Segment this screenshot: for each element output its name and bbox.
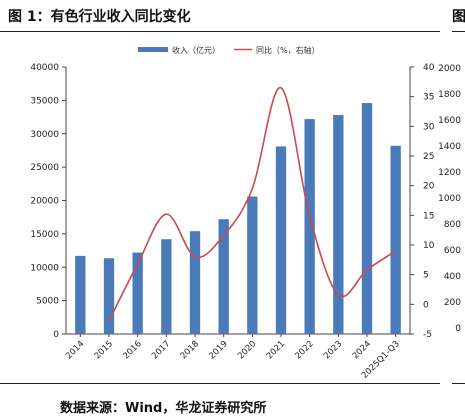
- data-source-note: 数据来源：Wind，华龙证券研究所: [60, 397, 266, 416]
- right-tick-label: 20: [423, 182, 435, 192]
- revenue-bar: [161, 239, 172, 334]
- clipped-axis-tick-label: 1200: [438, 168, 461, 178]
- left-tick-label: 20000: [30, 197, 59, 207]
- x-tick-label: 2015: [93, 339, 115, 361]
- clipped-axis-tick-label: 600: [444, 246, 461, 256]
- x-tick-label: 2019: [207, 339, 229, 361]
- x-tick-label: 2018: [179, 339, 201, 361]
- revenue-bar: [132, 252, 143, 334]
- left-tick-label: 0: [53, 330, 59, 340]
- revenue-bar: [189, 231, 201, 334]
- data-source-text: 数据来源：Wind，华龙证券研究所: [60, 401, 267, 416]
- revenue-bar: [390, 145, 401, 334]
- right-tick-label: 0: [423, 300, 429, 310]
- chart-axes: 0500010000150002000025000300003500040000…: [30, 63, 461, 340]
- x-tick-label: 2024: [351, 339, 373, 361]
- right-tick-label: 30: [423, 122, 435, 132]
- right-tick-label: 5: [423, 271, 429, 281]
- legend-bar-label: 收入（亿元）: [172, 45, 220, 55]
- clipped-axis-tick-label: 1000: [438, 194, 461, 204]
- right-tick-label: 40: [423, 63, 435, 73]
- revenue-bar: [75, 255, 86, 334]
- figure-title: 图 1：有色行业收入同比变化: [8, 9, 191, 25]
- x-tick-label: 2023: [322, 339, 344, 361]
- clipped-axis-tick-label: 400: [444, 272, 461, 282]
- revenue-bar: [304, 119, 315, 334]
- right-tick-label: 10: [423, 241, 435, 251]
- clipped-axis-tick-label: 800: [444, 220, 461, 230]
- clipped-axis-tick-label: 1600: [438, 116, 461, 126]
- revenue-yoy-chart: 收入（亿元） 同比（%，右轴） 050001000015000200002500…: [30, 45, 461, 381]
- x-tick-label: 2022: [293, 339, 315, 361]
- right-tick-label: 15: [423, 211, 434, 221]
- revenue-bar: [247, 196, 258, 334]
- left-tick-label: 5000: [36, 297, 59, 307]
- right-tick-label: -5: [423, 330, 432, 340]
- bar-series: [75, 103, 401, 334]
- bottom-rule: [0, 383, 440, 384]
- legend-line-label: 同比（%，右轴）: [256, 45, 320, 55]
- x-tick-label: 2021: [265, 339, 287, 361]
- clipped-axis-tick-label: 1400: [438, 142, 461, 152]
- left-tick-label: 25000: [30, 163, 59, 173]
- clipped-axis-tick-label: 0: [455, 324, 461, 334]
- next-figure-bottom-rule: [452, 383, 465, 384]
- line-series: [108, 86, 397, 322]
- x-axis-ticks: 2014 2015 2016 2017 2018 2019 2020 2021 2022 2023…: [64, 334, 402, 381]
- revenue-bar: [218, 219, 229, 334]
- x-tick-label: 2017: [150, 339, 172, 361]
- chart-legend: 收入（亿元） 同比（%，右轴）: [138, 45, 320, 55]
- right-tick-label: 25: [423, 152, 434, 162]
- left-tick-label: 30000: [30, 130, 59, 140]
- revenue-bar: [103, 258, 115, 334]
- clipped-axis-tick-label: 1800: [438, 90, 461, 100]
- next-figure-title-fragment: 图: [452, 9, 465, 25]
- x-tick-label: 2014: [64, 339, 86, 361]
- yoy-line: [108, 86, 397, 322]
- left-tick-label: 10000: [30, 263, 59, 273]
- top-rule: [0, 31, 440, 32]
- clipped-axis-tick-label: 200: [444, 298, 461, 308]
- left-tick-label: 15000: [30, 230, 59, 240]
- revenue-bar: [333, 115, 344, 334]
- revenue-bar: [275, 146, 287, 334]
- left-tick-label: 35000: [30, 96, 59, 106]
- x-tick-label: 2016: [121, 339, 143, 361]
- next-figure-top-rule: [452, 31, 465, 32]
- revenue-bar: [361, 103, 373, 334]
- x-tick-label: 2020: [236, 339, 258, 361]
- clipped-axis-tick-label: 2000: [438, 64, 461, 74]
- left-tick-label: 40000: [30, 63, 59, 73]
- legend-bar-swatch: [138, 47, 168, 52]
- right-tick-label: 35: [423, 93, 434, 103]
